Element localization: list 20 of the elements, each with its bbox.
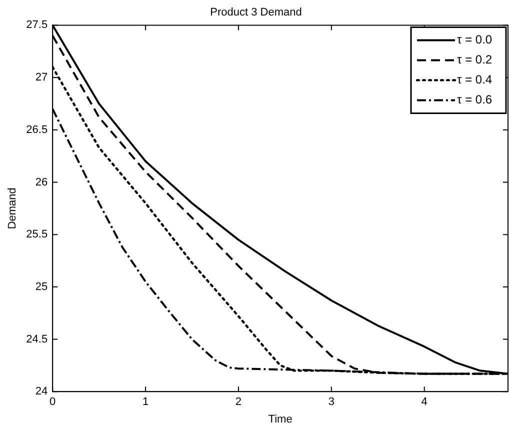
legend-label: τ = 0.0 xyxy=(457,32,492,47)
legend-label: τ = 0.2 xyxy=(457,52,492,67)
x-tick-label: 1 xyxy=(142,396,149,408)
chart-title: Product 3 Demand xyxy=(210,6,302,19)
y-tick-label: 26.5 xyxy=(26,124,48,136)
y-tick-label: 25.5 xyxy=(26,228,48,241)
y-tick-label: 25 xyxy=(35,280,48,293)
x-tick-label: 2 xyxy=(235,396,242,408)
legend-label: τ = 0.4 xyxy=(457,72,492,87)
x-tick-label: 3 xyxy=(328,396,334,408)
y-tick-label: 24 xyxy=(35,386,48,398)
y-axis-title: Demand xyxy=(6,188,19,230)
y-tick-label: 27 xyxy=(35,72,48,84)
y-tick-label: 24.5 xyxy=(26,333,48,346)
x-tick-label: 0 xyxy=(50,396,56,408)
y-tick-label: 26 xyxy=(35,176,48,188)
x-axis-title: Time xyxy=(268,413,292,426)
y-tick-label: 27.5 xyxy=(26,19,48,32)
x-tick-label: 4 xyxy=(421,396,428,408)
legend-label: τ = 0.6 xyxy=(457,92,492,107)
